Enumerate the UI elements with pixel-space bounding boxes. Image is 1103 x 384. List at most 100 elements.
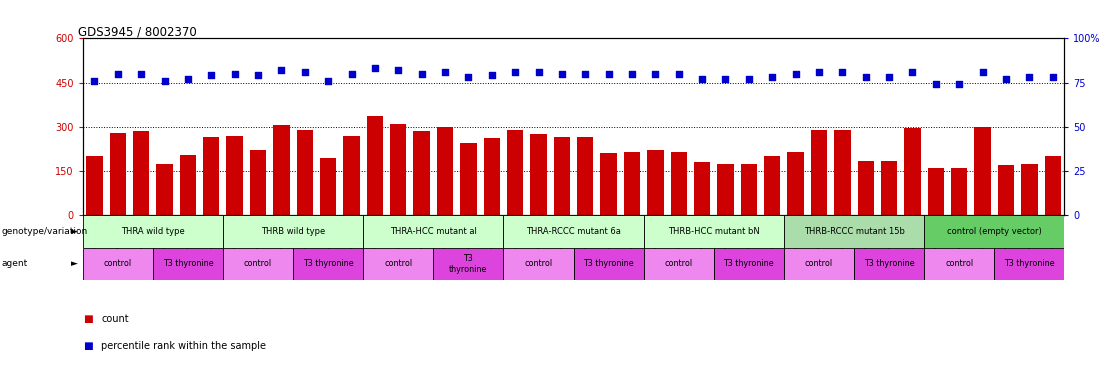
Point xyxy=(763,74,781,80)
Text: control (empty vector): control (empty vector) xyxy=(946,227,1041,236)
Bar xyxy=(363,215,503,248)
Point xyxy=(413,71,430,77)
Bar xyxy=(811,130,827,215)
Bar xyxy=(784,215,924,248)
Point xyxy=(903,69,921,75)
Bar xyxy=(226,136,243,215)
Bar xyxy=(577,137,593,215)
Text: control: control xyxy=(945,260,973,268)
Bar xyxy=(624,152,640,215)
Text: THRA-HCC mutant al: THRA-HCC mutant al xyxy=(389,227,476,236)
Bar xyxy=(854,248,924,280)
Point xyxy=(366,65,384,71)
Point xyxy=(951,81,968,88)
Bar xyxy=(223,248,293,280)
Point xyxy=(389,67,407,73)
Point xyxy=(460,74,478,80)
Bar xyxy=(250,150,266,215)
Bar xyxy=(203,137,219,215)
Bar xyxy=(503,248,574,280)
Bar xyxy=(433,248,503,280)
Point xyxy=(997,76,1015,82)
Point xyxy=(249,73,267,79)
Bar xyxy=(881,161,897,215)
Point xyxy=(834,69,852,75)
Bar xyxy=(671,152,687,215)
Point xyxy=(319,78,336,84)
Point xyxy=(226,71,244,77)
Text: THRA wild type: THRA wild type xyxy=(121,227,184,236)
Bar xyxy=(717,164,733,215)
Point xyxy=(272,67,290,73)
Point xyxy=(670,71,687,77)
Bar xyxy=(153,248,223,280)
Text: T3 thyronine: T3 thyronine xyxy=(864,260,914,268)
Bar xyxy=(293,248,363,280)
Point xyxy=(203,73,221,79)
Bar xyxy=(998,165,1014,215)
Bar xyxy=(483,139,500,215)
Bar xyxy=(297,130,313,215)
Text: control: control xyxy=(805,260,833,268)
Bar xyxy=(644,248,714,280)
Bar xyxy=(644,215,784,248)
Point xyxy=(109,71,127,77)
Bar xyxy=(600,153,617,215)
Text: THRB-HCC mutant bN: THRB-HCC mutant bN xyxy=(668,227,760,236)
Bar xyxy=(460,143,476,215)
Point xyxy=(436,69,453,75)
Bar xyxy=(857,161,874,215)
Point xyxy=(86,78,104,84)
Bar xyxy=(83,215,223,248)
Point xyxy=(553,71,570,77)
Text: ►: ► xyxy=(72,227,78,236)
Point xyxy=(857,74,875,80)
Bar xyxy=(83,248,153,280)
Text: T3 thyronine: T3 thyronine xyxy=(303,260,353,268)
Bar xyxy=(951,168,967,215)
Point xyxy=(646,71,664,77)
Point xyxy=(343,71,361,77)
Bar xyxy=(320,157,336,215)
Bar xyxy=(390,124,406,215)
Bar xyxy=(507,130,523,215)
Text: THRA-RCCC mutant 6a: THRA-RCCC mutant 6a xyxy=(526,227,621,236)
Bar xyxy=(180,155,196,215)
Text: percentile rank within the sample: percentile rank within the sample xyxy=(101,341,267,351)
Point xyxy=(1020,74,1038,80)
Point xyxy=(717,76,735,82)
Point xyxy=(623,71,641,77)
Text: THRB wild type: THRB wild type xyxy=(261,227,325,236)
Text: T3 thyronine: T3 thyronine xyxy=(162,260,213,268)
Point xyxy=(483,73,501,79)
Bar xyxy=(343,136,360,215)
Point xyxy=(529,69,547,75)
Bar xyxy=(1045,156,1061,215)
Bar xyxy=(503,215,644,248)
Bar xyxy=(788,152,804,215)
Point xyxy=(132,71,150,77)
Text: ■: ■ xyxy=(83,341,93,351)
Bar xyxy=(86,156,103,215)
Text: T3 thyronine: T3 thyronine xyxy=(724,260,774,268)
Text: THRB-RCCC mutant 15b: THRB-RCCC mutant 15b xyxy=(804,227,904,236)
Bar xyxy=(928,168,944,215)
Text: T3 thyronine: T3 thyronine xyxy=(1004,260,1054,268)
Point xyxy=(927,81,944,88)
Bar xyxy=(366,116,383,215)
Bar xyxy=(904,128,921,215)
Bar xyxy=(554,137,570,215)
Point xyxy=(786,71,804,77)
Point xyxy=(1043,74,1061,80)
Bar xyxy=(363,248,433,280)
Point xyxy=(179,76,196,82)
Point xyxy=(156,78,173,84)
Point xyxy=(974,69,992,75)
Bar xyxy=(924,248,994,280)
Point xyxy=(694,76,711,82)
Text: control: control xyxy=(524,260,553,268)
Bar xyxy=(574,248,644,280)
Bar xyxy=(1021,164,1038,215)
Point xyxy=(506,69,524,75)
Bar xyxy=(274,125,290,215)
